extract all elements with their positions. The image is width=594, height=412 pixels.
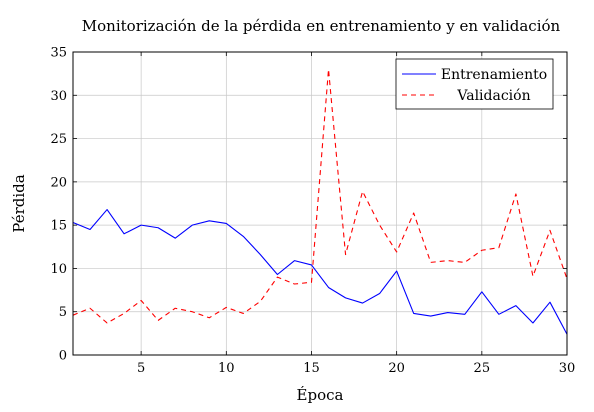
x-tick-label: 15	[303, 361, 320, 376]
plot-frame	[72, 51, 568, 356]
x-tick-label: 30	[559, 361, 576, 376]
legend: Entrenamiento Validación	[395, 58, 554, 110]
series-lines	[72, 68, 568, 335]
y-tick-label: 15	[50, 219, 67, 234]
series-line-entrenamiento	[72, 209, 568, 335]
x-tick-label: 25	[474, 361, 491, 376]
y-tick-label: 0	[59, 349, 67, 364]
x-tick-label: 5	[137, 361, 145, 376]
legend-label: Validación	[456, 88, 530, 104]
x-tick-label: 10	[218, 361, 235, 376]
y-tick-label: 10	[50, 262, 67, 277]
y-tick-label: 35	[50, 46, 67, 61]
x-axis-title: Época	[297, 386, 344, 404]
chart-title: Monitorización de la pérdida en entrenam…	[82, 17, 561, 35]
x-tick-label: 20	[388, 361, 405, 376]
y-tick-label: 25	[50, 132, 67, 147]
series-line-validacion	[72, 68, 568, 324]
y-axis-title: Pérdida	[10, 174, 28, 232]
legend-box	[395, 58, 554, 110]
y-tick-label: 20	[50, 175, 67, 190]
legend-label: Entrenamiento	[441, 67, 547, 83]
y-tick-label: 30	[50, 89, 67, 104]
axis-ticks: 5 10 15 20 25 30 0 5 10 15 20 25 30 35	[50, 46, 575, 377]
y-tick-label: 5	[59, 305, 67, 320]
